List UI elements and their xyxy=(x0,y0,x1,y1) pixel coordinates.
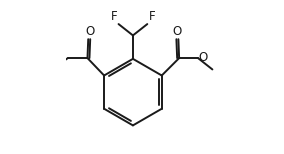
Text: O: O xyxy=(85,25,95,38)
Text: F: F xyxy=(110,10,117,23)
Text: O: O xyxy=(199,51,208,64)
Text: F: F xyxy=(149,10,155,23)
Text: O: O xyxy=(172,25,181,38)
